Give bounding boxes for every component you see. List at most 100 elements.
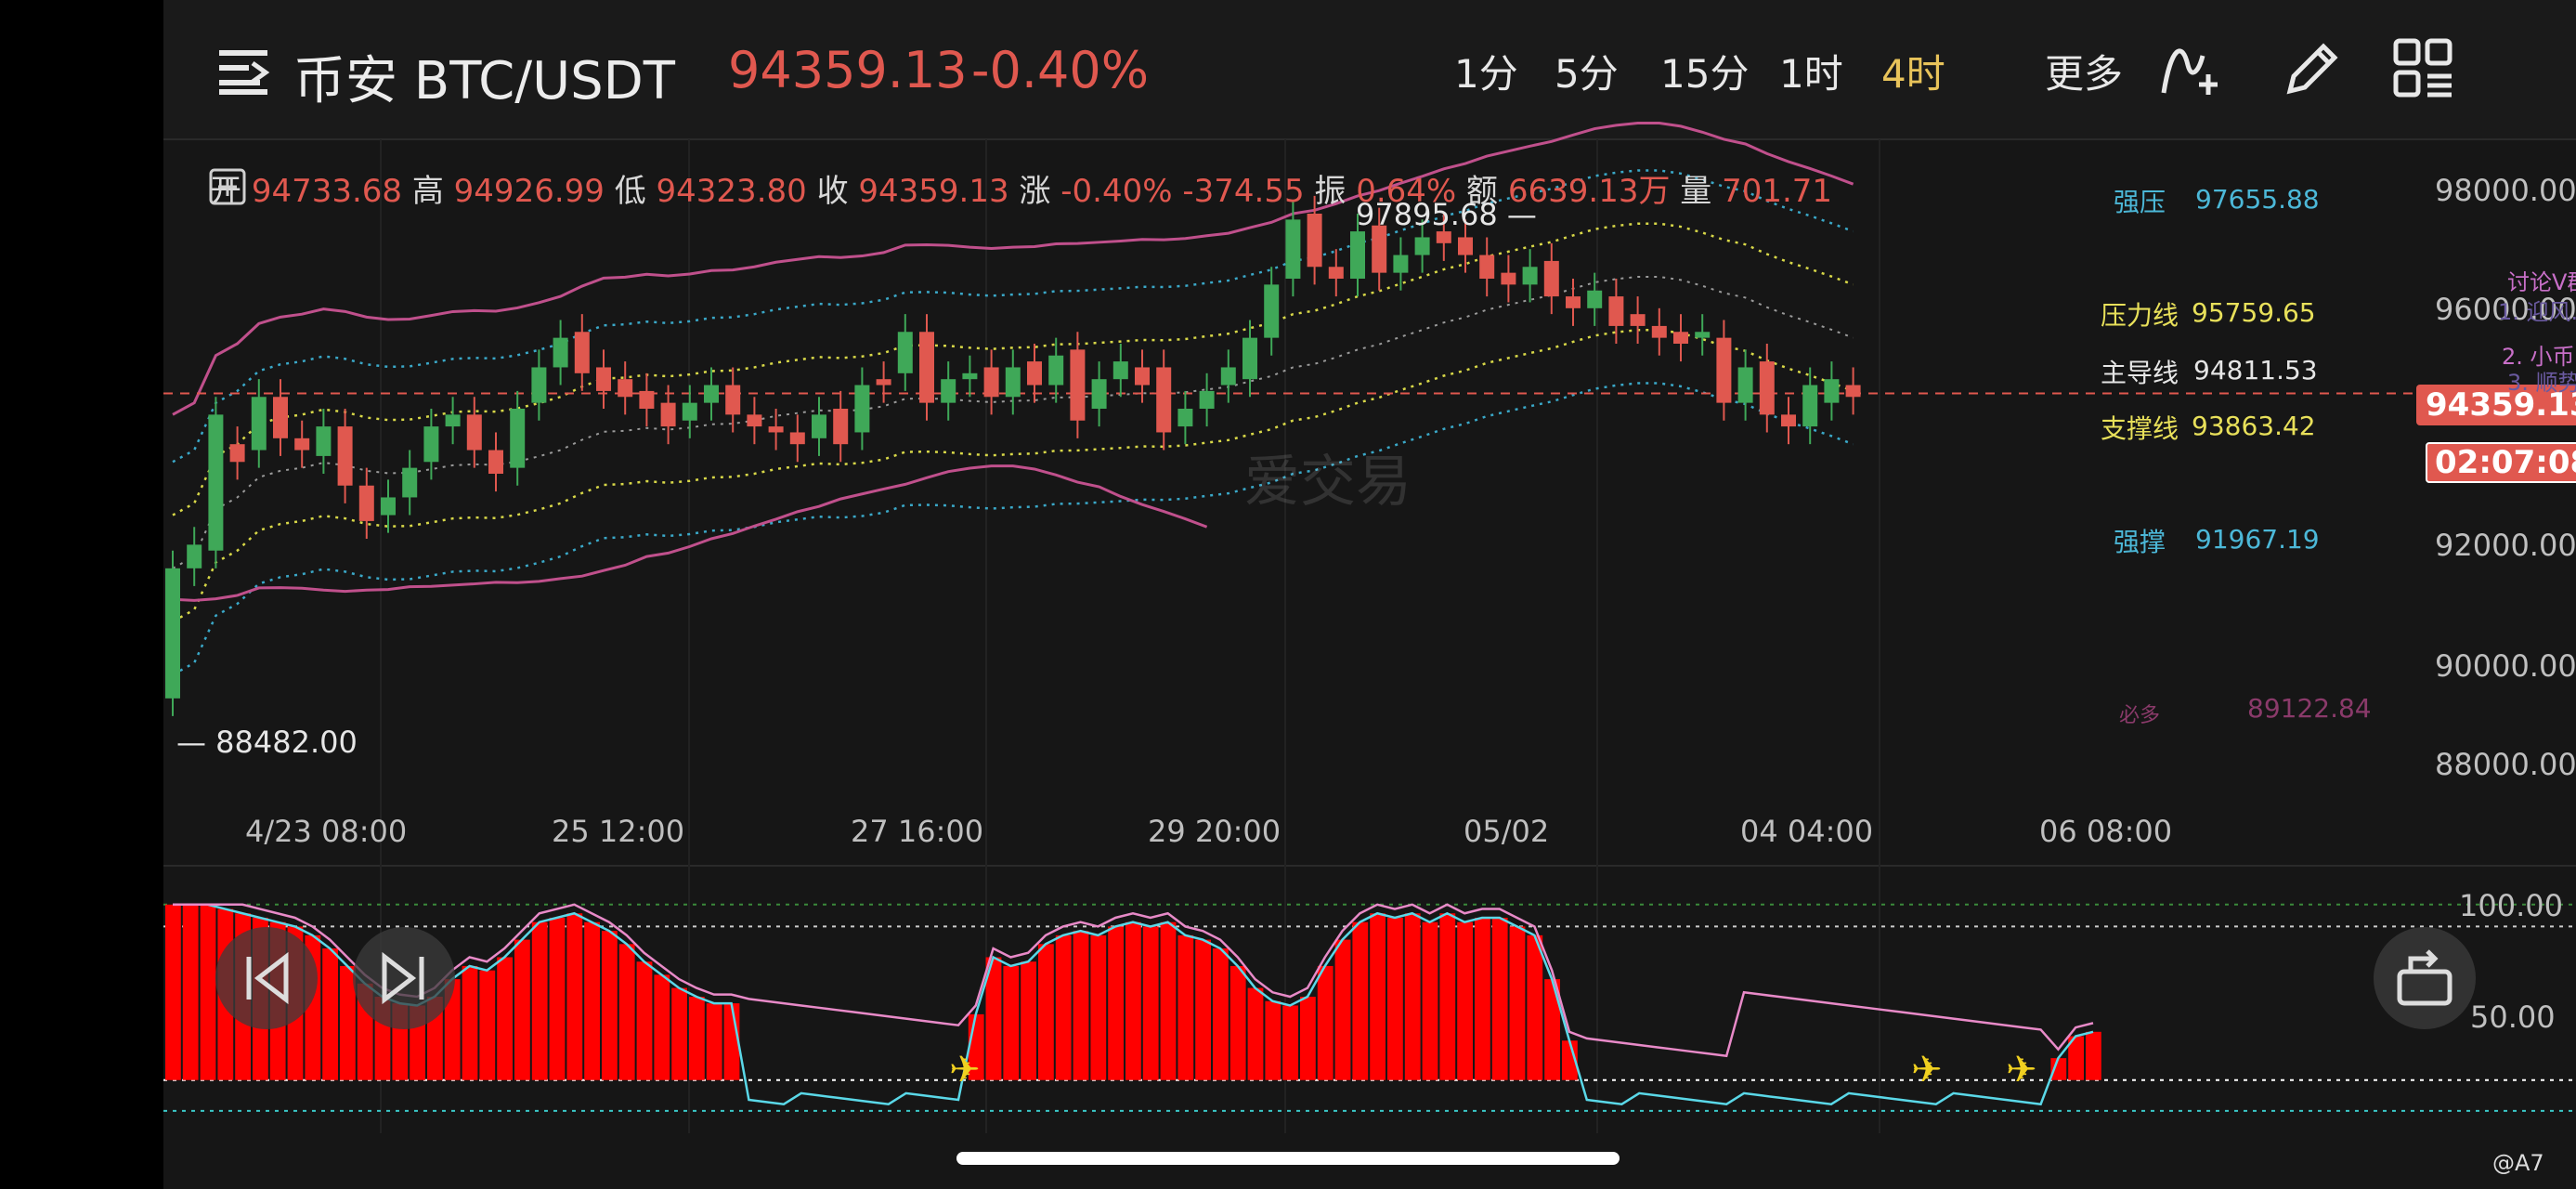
candle-body bbox=[1091, 379, 1107, 409]
candle-body bbox=[1285, 219, 1301, 279]
indicator-bar bbox=[1422, 921, 1438, 1080]
candle-body bbox=[812, 414, 826, 438]
skip-back-icon bbox=[246, 951, 289, 1005]
candle-body bbox=[897, 332, 913, 373]
indicator-bar bbox=[322, 948, 338, 1080]
indicator-bar bbox=[549, 917, 566, 1080]
candle-body bbox=[1522, 267, 1538, 285]
candle-body bbox=[1651, 325, 1667, 338]
indicator-bar bbox=[1352, 921, 1369, 1080]
indicator-bar bbox=[1457, 921, 1473, 1080]
indicator-bar bbox=[602, 931, 618, 1080]
candle-body bbox=[208, 414, 224, 551]
candle-body bbox=[833, 409, 849, 445]
candle-body bbox=[1781, 414, 1796, 427]
candle-body bbox=[1220, 367, 1236, 385]
header-change: -0.40% bbox=[971, 41, 1150, 99]
candle-body bbox=[725, 385, 741, 415]
candle-body bbox=[273, 397, 288, 438]
candle-body bbox=[510, 409, 526, 468]
candle-body bbox=[1414, 237, 1430, 255]
pencil-icon[interactable] bbox=[2281, 35, 2346, 100]
candle-body bbox=[358, 485, 374, 521]
must-long-label: 必多 bbox=[2119, 704, 2161, 727]
skip-forward-icon bbox=[382, 951, 424, 1005]
tab-15m[interactable]: 15分 bbox=[1660, 51, 1750, 97]
footer-badge: @A7 bbox=[2492, 1150, 2544, 1176]
candle-body bbox=[1458, 237, 1473, 255]
indicator-axis-label: 50.00 bbox=[2470, 1000, 2556, 1035]
indicator-bar bbox=[1160, 921, 1177, 1080]
candle-body bbox=[1005, 367, 1021, 398]
indicator-bar bbox=[566, 913, 583, 1080]
indicator-bar bbox=[636, 961, 653, 1080]
indicator-bar bbox=[1003, 965, 1020, 1080]
candle-body bbox=[445, 414, 461, 427]
side-note: 讨论V群: bbox=[2507, 269, 2576, 295]
candle-body bbox=[1566, 296, 1581, 308]
time-axis-label: 27 16:00 bbox=[851, 814, 984, 849]
next-button[interactable] bbox=[353, 927, 455, 1029]
candle-body bbox=[1501, 272, 1516, 285]
tab-5m[interactable]: 5分 bbox=[1555, 51, 1619, 97]
candle-body bbox=[1737, 367, 1753, 403]
indicator-k-line bbox=[173, 903, 2094, 1106]
side-note: 3. 顺势 bbox=[2507, 370, 2576, 396]
top-bar: 币安 BTC/USDT 94359.13 -0.40% 1分 5分 15分 1时… bbox=[163, 0, 2576, 139]
candle-body bbox=[919, 332, 934, 403]
band-line bbox=[172, 122, 1854, 416]
indicator-bar bbox=[1090, 934, 1107, 1080]
indicator-bar bbox=[1142, 926, 1159, 1080]
indicator-bar bbox=[1108, 926, 1124, 1080]
indicator-bar bbox=[1562, 1040, 1578, 1080]
time-axis-label: 4/23 08:00 bbox=[245, 814, 408, 849]
candle-body bbox=[1393, 255, 1409, 273]
candle-body bbox=[768, 426, 784, 433]
strong-support-label: 强撑 bbox=[2114, 527, 2166, 557]
candle-body bbox=[187, 544, 202, 568]
indicator-bar bbox=[2086, 1031, 2101, 1080]
strong-resist-value: 97655.88 bbox=[2195, 184, 2320, 215]
layout-grid-icon[interactable] bbox=[2392, 37, 2457, 98]
draw-line-icon[interactable] bbox=[2158, 37, 2223, 98]
candle-body bbox=[789, 432, 805, 445]
rotate-screen-button[interactable] bbox=[2374, 927, 2476, 1029]
pair-title[interactable]: 币安 BTC/USDT bbox=[293, 51, 675, 111]
indicator-bar bbox=[1509, 926, 1526, 1080]
indicator-bar bbox=[1125, 921, 1141, 1080]
home-indicator[interactable] bbox=[956, 1152, 1620, 1165]
indicator-bar bbox=[444, 979, 461, 1080]
chart-frame bbox=[163, 0, 2576, 1189]
candle-body bbox=[1824, 379, 1840, 403]
tab-1m[interactable]: 1分 bbox=[1454, 51, 1518, 97]
airplane-icon: ✈ bbox=[2006, 1049, 2037, 1091]
indicator-bar bbox=[479, 970, 496, 1080]
menu-icon[interactable] bbox=[215, 46, 271, 97]
add-indicator-icon[interactable] bbox=[208, 167, 247, 206]
support-label: 支撑线 bbox=[2101, 413, 2179, 444]
airplane-icon: ✈ bbox=[1911, 1049, 1943, 1091]
tab-4h[interactable]: 4时 bbox=[1881, 51, 1945, 97]
candle-body bbox=[983, 367, 999, 398]
prev-button[interactable] bbox=[215, 927, 318, 1029]
indicator-bar bbox=[1404, 913, 1421, 1080]
candle-body bbox=[402, 467, 418, 498]
candle-body bbox=[1048, 355, 1064, 385]
indicator-bar bbox=[2050, 1058, 2067, 1080]
more-button[interactable]: 更多 bbox=[2045, 51, 2124, 97]
rotate-icon bbox=[2397, 949, 2452, 1006]
indicator-bar bbox=[497, 957, 513, 1080]
indicator-bar bbox=[1247, 987, 1264, 1080]
indicator-bar bbox=[1055, 934, 1072, 1080]
indicator-bar bbox=[1544, 979, 1560, 1080]
candle-body bbox=[337, 426, 353, 486]
candle-body bbox=[1587, 290, 1603, 308]
indicator-bar bbox=[1195, 939, 1211, 1080]
countdown-tag: 02:07:08 bbox=[2426, 442, 2576, 483]
candle-body bbox=[1716, 337, 1732, 403]
tab-1h[interactable]: 1时 bbox=[1779, 51, 1843, 97]
indicator-bar bbox=[165, 904, 181, 1080]
indicator-bar bbox=[1282, 1005, 1298, 1080]
indicator-bar bbox=[1073, 931, 1089, 1080]
